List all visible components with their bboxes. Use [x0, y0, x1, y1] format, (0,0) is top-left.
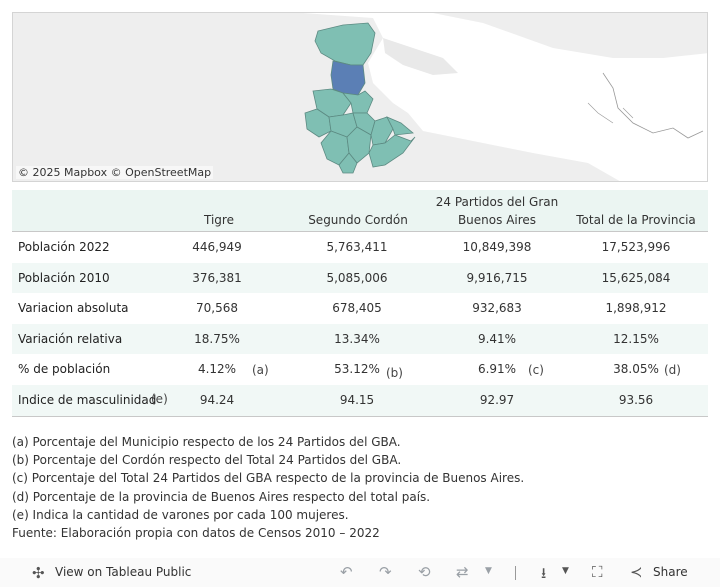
cell-value: 15,625,084 [601, 270, 671, 285]
district-k[interactable] [386, 116, 414, 136]
delta-islands [383, 38, 458, 75]
row-label: Población 2022 [18, 240, 110, 254]
footnote-a: (a) Porcentaje del Municipio respecto de… [12, 435, 401, 449]
footnote-marker: (a) [252, 363, 269, 378]
row-label: Variacion absoluta [18, 301, 129, 316]
row-label: % de población [18, 362, 111, 377]
cell-value: 5,085,006 [326, 270, 388, 285]
cell-value: 38.05% [613, 362, 659, 377]
cell-value: 94.24 [199, 392, 235, 407]
toolbar-separator [515, 566, 516, 580]
cell-value: 932,683 [472, 301, 522, 316]
table-row[interactable]: Población 2010 376,381 5,085,006 9,916,7… [12, 262, 708, 294]
footnote-marker: (b) [386, 366, 403, 381]
cell-value: 9,916,715 [466, 270, 528, 285]
revert-icon[interactable]: ⟲ [418, 563, 431, 581]
footnote-marker: (d) [664, 363, 681, 378]
redo-icon[interactable]: ↷ [379, 563, 392, 581]
cell-value: 4.12% [197, 362, 237, 377]
column-header-segundo-cordon[interactable]: Segundo Cordón [308, 213, 408, 227]
tableau-toolbar: ✣ View on Tableau Public ↶ ↷ ⟲ ⇄ ▼ ⭳ ▼ ⛶… [0, 558, 720, 587]
district-b[interactable] [342, 90, 374, 114]
map-attribution[interactable]: © 2025 Mapbox © OpenStreetMap [16, 166, 214, 179]
map-view[interactable]: © 2025 Mapbox © OpenStreetMap [12, 12, 708, 182]
footnote-e: (e) Indica la cantidad de varones por ca… [12, 507, 349, 522]
cell-value: 53.12% [334, 362, 380, 377]
column-header-tigre[interactable]: Tigre [204, 213, 234, 227]
refresh-icon[interactable]: ⇄ [456, 563, 469, 581]
row-label: Población 2010 [18, 270, 110, 285]
cell-value: 18.75% [194, 331, 240, 346]
cell-value: 70,568 [196, 301, 238, 316]
footnote-b: (b) Porcentaje del Cordón respecto del T… [12, 453, 402, 468]
cell-value: 6.91% [477, 362, 517, 377]
footnotes: (a) Porcentaje del Municipio respecto de… [12, 433, 524, 542]
table-row[interactable]: Población 2022 446,949 5,763,411 10,849,… [12, 232, 708, 263]
table-row[interactable]: Variación relativa 18.75% 13.34% 9.41% 1… [12, 323, 708, 355]
cell-value: 93.56 [618, 392, 654, 407]
table-header: Tigre Segundo Cordón 24 Partidos del Gra… [12, 190, 708, 232]
data-table: Tigre Segundo Cordón 24 Partidos del Gra… [12, 190, 708, 417]
cell-value: 1,898,912 [605, 301, 667, 316]
cell-value: 5,763,411 [326, 240, 388, 254]
download-dropdown-chevron-icon[interactable]: ▼ [562, 566, 569, 576]
download-icon[interactable]: ⭳ [541, 564, 547, 582]
cell-value: 9.41% [477, 331, 517, 346]
view-on-tableau-link[interactable]: View on Tableau Public [55, 565, 192, 579]
table-row[interactable]: Indice de masculinidad (e) 94.24 94.15 9… [12, 384, 708, 416]
district-j[interactable] [368, 134, 416, 168]
cell-value: 94.15 [339, 392, 375, 407]
share-button[interactable]: Share [653, 565, 688, 579]
share-icon[interactable]: ≺ [630, 563, 643, 581]
cell-value: 12.15% [613, 331, 659, 346]
tableau-icon[interactable]: ✣ [32, 564, 45, 582]
table-row[interactable]: Variacion absoluta 70,568 678,405 932,68… [12, 293, 708, 324]
row-label: Variación relativa [18, 331, 123, 346]
district-tigre-highlight[interactable] [330, 60, 366, 96]
cell-value: 446,949 [192, 240, 242, 254]
undo-icon[interactable]: ↶ [340, 563, 353, 581]
cell-value: 678,405 [332, 301, 382, 316]
column-header-gba[interactable]: 24 Partidos del Gran Buenos Aires [432, 193, 562, 229]
cell-value: 17,523,996 [601, 240, 671, 254]
column-header-gba-line1: 24 Partidos del Gran [435, 195, 559, 209]
footnote-c: (c) Porcentaje del Total 24 Partidos del… [12, 471, 525, 486]
fullscreen-icon[interactable]: ⛶ [592, 563, 603, 581]
cell-value: 13.34% [334, 331, 380, 346]
table-bottom-rule [12, 415, 708, 417]
district-north[interactable] [314, 22, 376, 66]
footnote-marker: (e) [151, 391, 168, 406]
coast-line [602, 72, 704, 139]
cell-value: 92.97 [479, 392, 515, 407]
cell-value: 376,381 [192, 270, 242, 285]
coast-line-2 [587, 102, 634, 124]
column-header-total-provincia[interactable]: Total de la Provincia [576, 213, 696, 227]
row-label: Indice de masculinidad [18, 392, 157, 407]
source-note: Fuente: Elaboración propia con datos de … [12, 526, 380, 541]
footnote-d: (d) Porcentaje de la provincia de Buenos… [12, 489, 431, 504]
map-canvas[interactable] [13, 13, 708, 182]
column-header-gba-line2: Buenos Aires [457, 213, 537, 227]
cell-value: 10,849,398 [462, 240, 532, 254]
footnote-marker: (c) [528, 363, 544, 378]
district-i[interactable] [338, 152, 358, 174]
refresh-dropdown-chevron-icon[interactable]: ▼ [485, 566, 492, 576]
table-row[interactable]: % de población 4.12% (a) 53.12% (b) 6.91… [12, 354, 708, 385]
